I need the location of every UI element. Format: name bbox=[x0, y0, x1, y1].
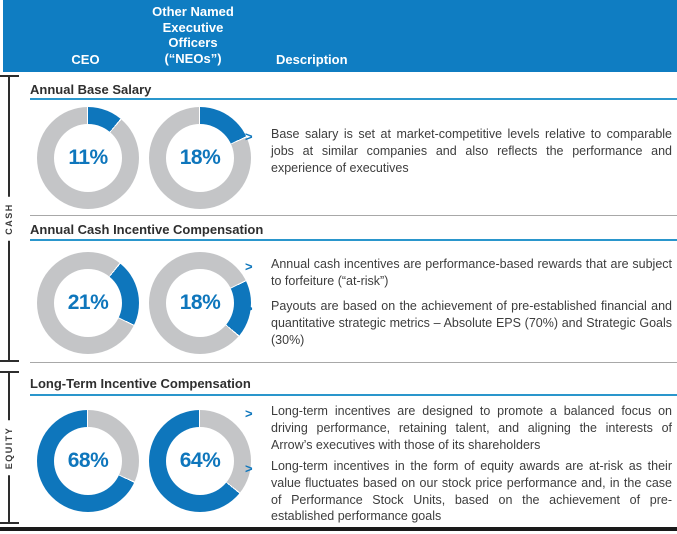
donut-neo-long-term: 64% bbox=[149, 410, 251, 512]
donut-value-label: 64% bbox=[179, 449, 221, 472]
description-bullet: Long-term incentives are designed to pro… bbox=[271, 404, 672, 452]
bullet-arrow-icon: > bbox=[245, 301, 253, 316]
donut-ceo-cash-incentive: 21% bbox=[37, 252, 139, 354]
donut-value-label: 11% bbox=[68, 146, 108, 169]
bracket-cap bbox=[0, 522, 19, 524]
bullet-arrow-icon: > bbox=[245, 461, 253, 476]
donut-neo-cash-incentive: 18% bbox=[149, 252, 251, 354]
column-header-ceo: CEO bbox=[71, 52, 100, 67]
bullet-arrow-icon: > bbox=[245, 406, 253, 421]
column-header-description: Description bbox=[276, 52, 348, 67]
bullet-arrow-icon: > bbox=[245, 259, 253, 274]
description-bullet: Payouts are based on the achievement of … bbox=[271, 299, 672, 347]
cash-bracket: CASH bbox=[0, 75, 19, 362]
equity-bracket: EQUITY bbox=[0, 371, 19, 524]
equity-group-label: EQUITY bbox=[2, 420, 16, 475]
column-header-neos: Other Named Executive Officers (“NEOs”) bbox=[152, 4, 234, 66]
donut-neo-base-salary: 18% bbox=[149, 107, 251, 209]
section-title-base-salary: Annual Base Salary bbox=[30, 82, 152, 97]
section-underline bbox=[30, 98, 677, 100]
section-title-cash-incentive: Annual Cash Incentive Compensation bbox=[30, 222, 264, 237]
description-bullet: Annual cash incentives are performance-b… bbox=[271, 257, 672, 288]
cash-group-label: CASH bbox=[2, 196, 16, 241]
description-bullet: Long-term incentives in the form of equi… bbox=[271, 459, 672, 524]
section-separator bbox=[30, 362, 677, 363]
section-underline bbox=[30, 394, 677, 396]
bottom-border-rule bbox=[0, 527, 677, 531]
section-underline bbox=[30, 239, 677, 241]
donut-ceo-base-salary: 11% bbox=[37, 107, 139, 209]
donut-value-label: 18% bbox=[179, 146, 221, 169]
bracket-cap bbox=[0, 360, 19, 362]
section-title-long-term-incentive: Long-Term Incentive Compensation bbox=[30, 376, 251, 391]
bullet-arrow-icon: > bbox=[245, 129, 253, 144]
donut-value-label: 18% bbox=[179, 291, 221, 314]
description-bullet: Base salary is set at market-competitive… bbox=[271, 127, 672, 175]
section-separator bbox=[30, 215, 677, 216]
donut-value-label: 21% bbox=[67, 291, 109, 314]
donut-ceo-long-term: 68% bbox=[37, 410, 139, 512]
donut-value-label: 68% bbox=[67, 449, 109, 472]
table-header-band: CEO Other Named Executive Officers (“NEO… bbox=[3, 0, 677, 72]
